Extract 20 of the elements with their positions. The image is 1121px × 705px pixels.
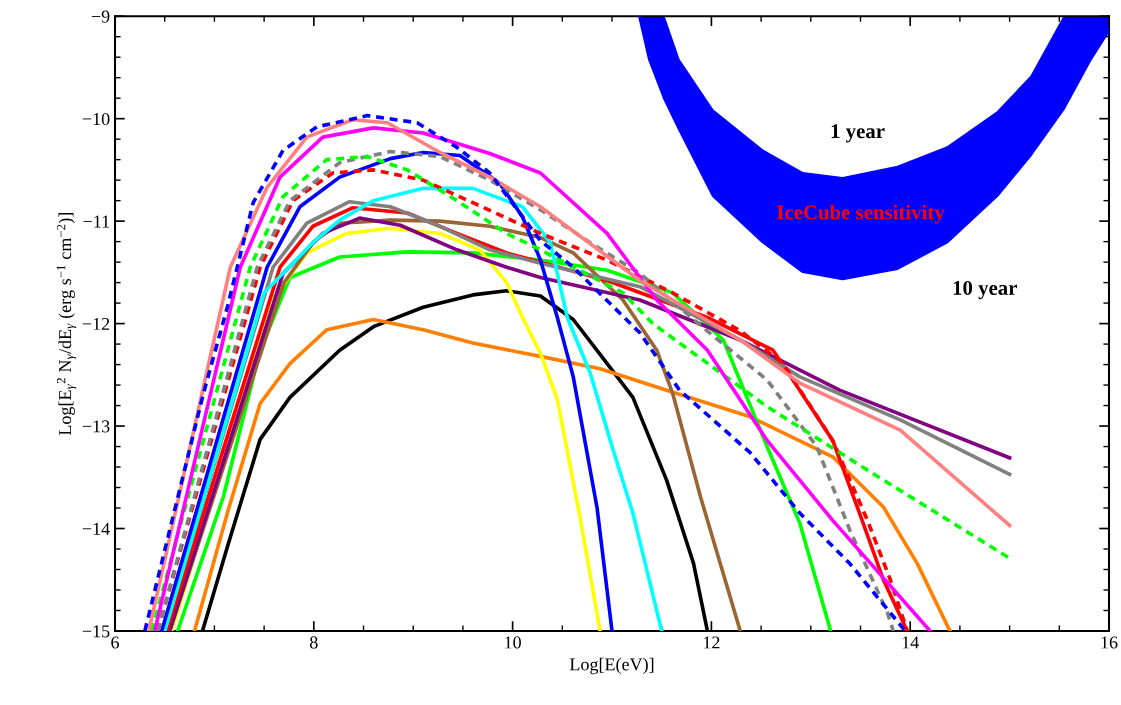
y-tick-label: −9 (91, 10, 110, 23)
x-tick-label: 10 (505, 636, 521, 649)
x-tick-label: 14 (902, 636, 919, 649)
x-tick-label: 8 (309, 636, 318, 649)
y-tick-label: −13 (82, 420, 110, 433)
y-tick-label: −14 (82, 522, 110, 535)
text: Log[E$_{γ}$$^{2}$ N$_{γ}$/dE$_{γ}$ (erg s$^{−1}$ cm$^{−2}$)] (56, 212, 77, 436)
y-tick-label: −15 (82, 625, 110, 638)
line-series (192, 317, 952, 631)
y-tick-label: −12 (82, 317, 110, 330)
x-tick-label: 12 (703, 636, 720, 649)
x-axis-title: Log[E(eV)] (569, 657, 654, 675)
annotation: 10 year (953, 280, 1017, 300)
line-series (162, 186, 664, 631)
x-tick-label: 16 (1101, 636, 1118, 649)
y-tick-label: −10 (82, 112, 110, 126)
y-tick-label: −11 (83, 215, 110, 228)
annotation: 1 year (831, 124, 885, 143)
x-tick-label: 6 (111, 636, 119, 649)
annotation: IceCube sensitivity (777, 204, 945, 224)
